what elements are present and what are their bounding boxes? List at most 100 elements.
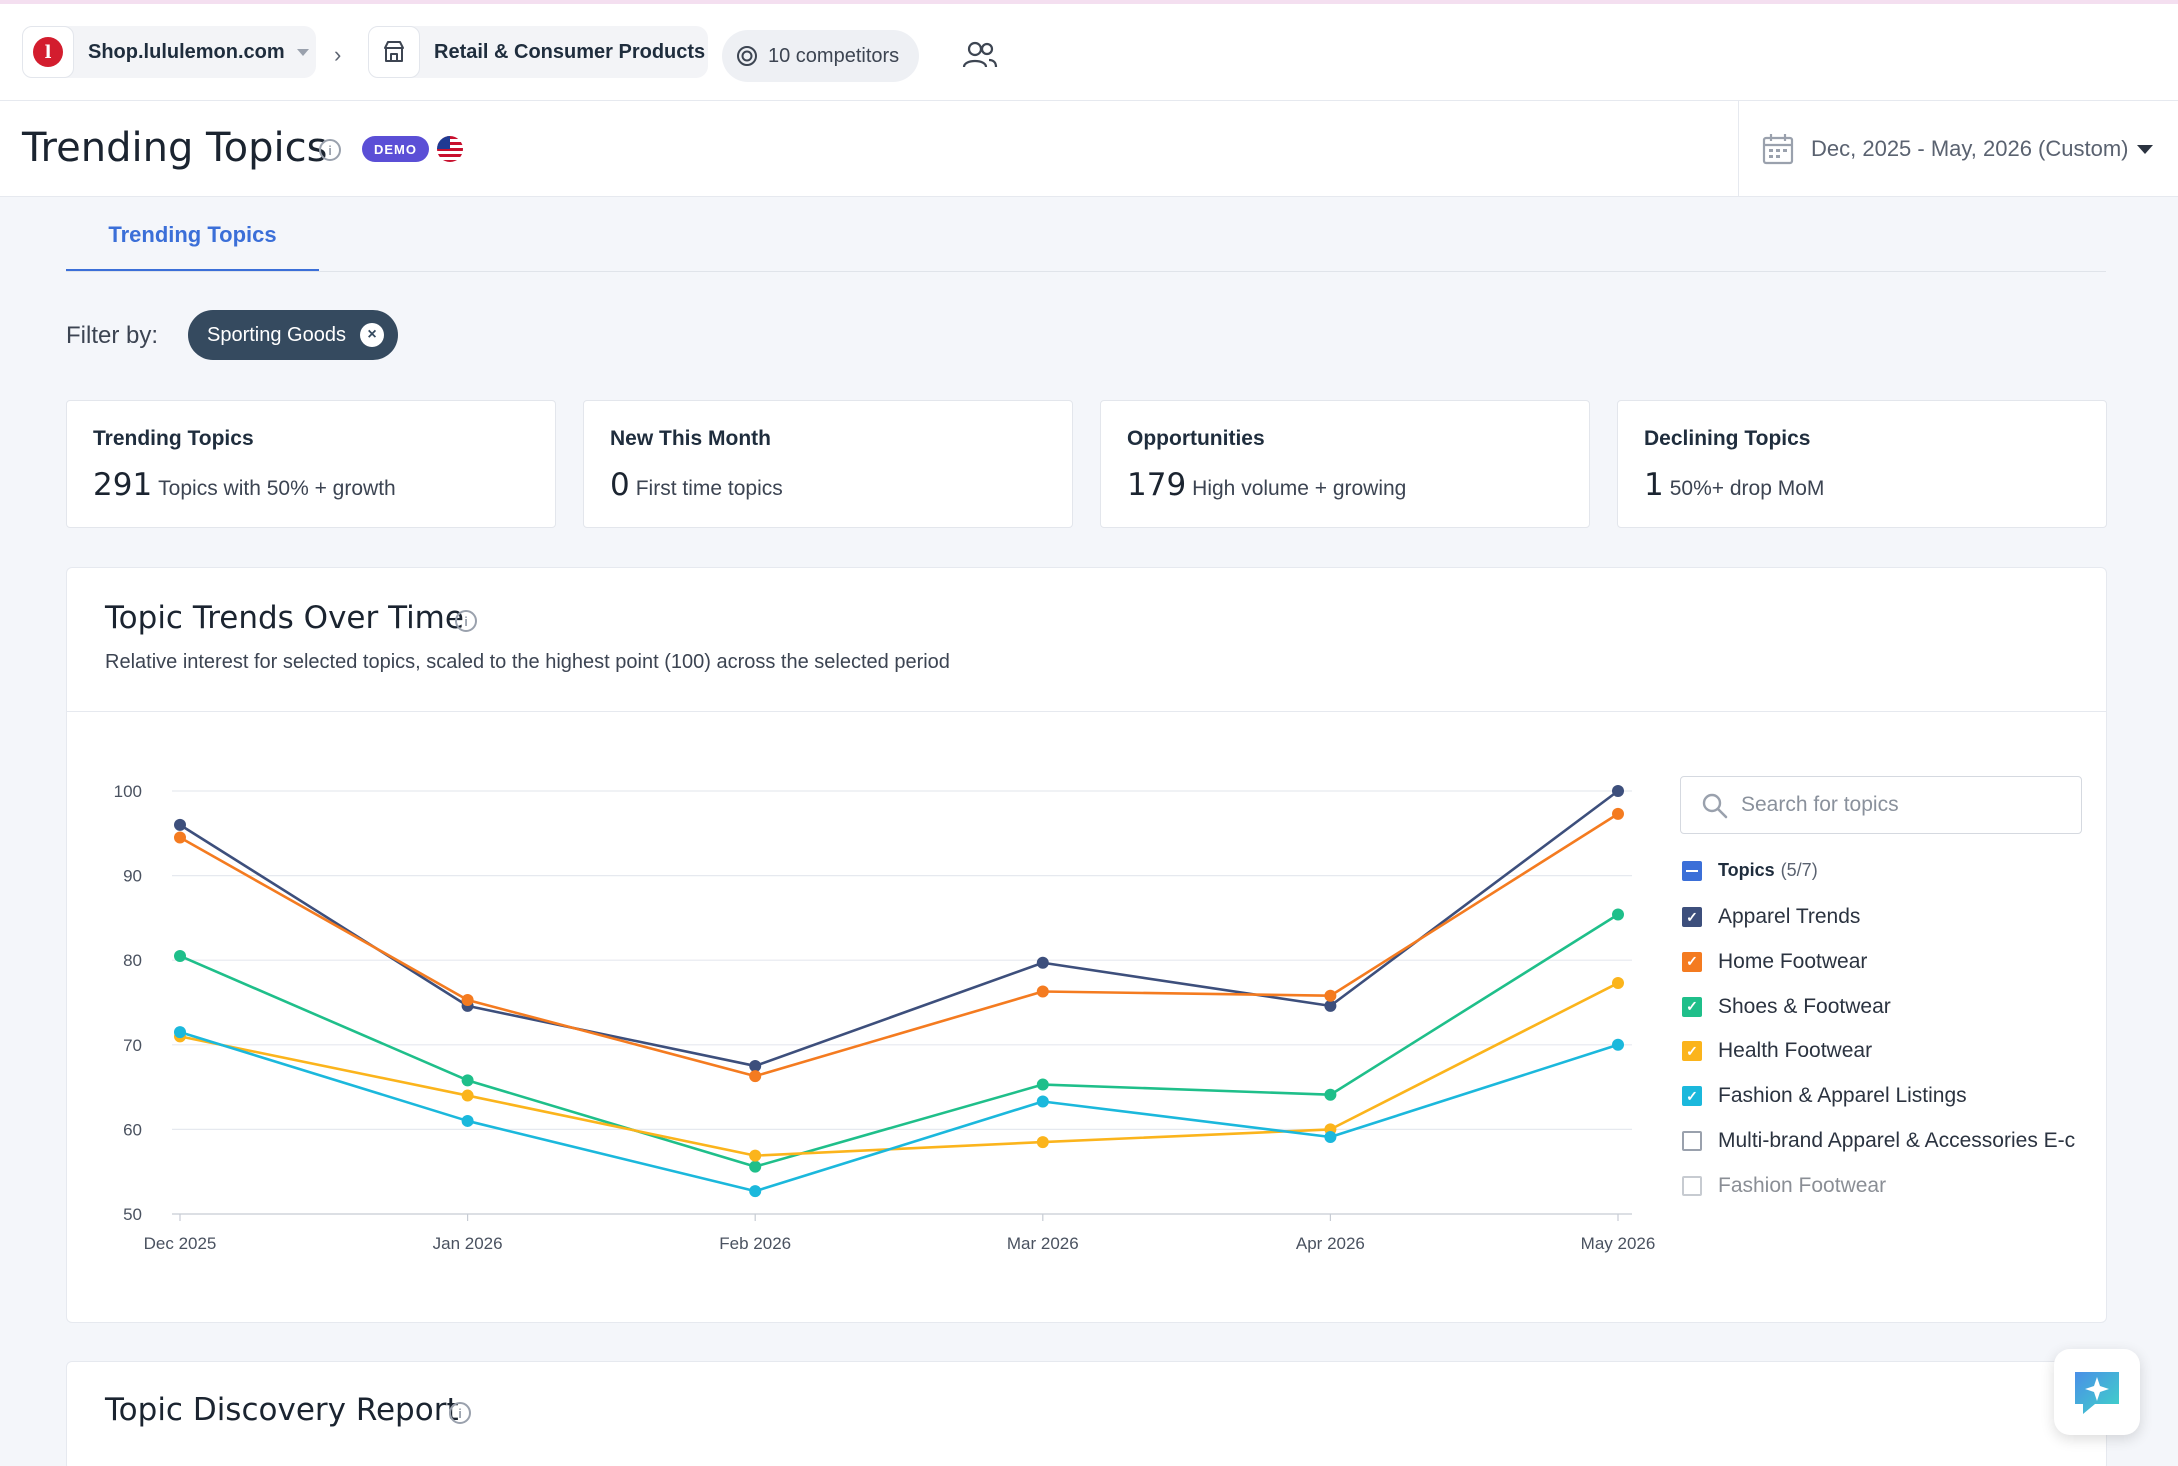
x-tick-label: Mar 2026 xyxy=(1007,1234,1079,1253)
ai-assistant-button[interactable] xyxy=(2054,1349,2140,1435)
tab-trending-topics[interactable]: Trending Topics xyxy=(66,222,319,272)
panel-title: Topic Discovery Report xyxy=(105,1392,459,1428)
topic-trends-panel: Topic Trends Over Time i Relative intere… xyxy=(66,567,2107,1323)
legend-title: Topics xyxy=(1718,860,1775,880)
store-icon xyxy=(384,41,404,62)
data-point xyxy=(749,1059,762,1072)
x-tick-label: Jan 2026 xyxy=(433,1234,503,1253)
series-line xyxy=(179,1030,1619,1193)
card-value-row: 0 First time topics xyxy=(610,467,783,503)
topic-discovery-panel: Topic Discovery Report i xyxy=(66,1361,2107,1466)
data-point xyxy=(461,1074,474,1087)
legend-item[interactable]: ✓ Health Footwear xyxy=(1682,1039,1872,1063)
panel-title: Topic Trends Over Time xyxy=(105,600,464,636)
card-value: 1 xyxy=(1644,467,1664,503)
filter-chip-label: Sporting Goods xyxy=(207,323,346,346)
data-point xyxy=(1324,1131,1337,1144)
x-tick-label: May 2026 xyxy=(1581,1234,1656,1253)
legend-label: Multi-brand Apparel & Accessories E-c xyxy=(1718,1129,2076,1152)
legend-count: (5/7) xyxy=(1780,860,1818,880)
checkbox-checked-icon[interactable]: ✓ xyxy=(1682,907,1702,927)
info-icon[interactable]: i xyxy=(455,610,477,632)
data-point xyxy=(174,949,186,962)
legend-label: Home Footwear xyxy=(1718,949,1868,973)
partial-checkbox-icon[interactable] xyxy=(1682,860,1702,881)
page-title: Trending Topics xyxy=(22,125,328,171)
top-bar: l Shop.lululemon.com › Retail & Consumer… xyxy=(0,4,2178,101)
topic-search-input[interactable]: Search for topics xyxy=(1680,776,2082,834)
card-value-row: 179 High volume + growing xyxy=(1127,467,1406,503)
legend-select-all[interactable]: Topics (5/7) xyxy=(1682,860,1818,881)
checkbox-checked-icon[interactable]: ✓ xyxy=(1682,1086,1702,1107)
legend-label: Fashion & Apparel Listings xyxy=(1718,1084,1967,1108)
legend-item[interactable]: ✓ Apparel Trends xyxy=(1682,905,1860,929)
y-tick-label: 90 xyxy=(123,867,142,886)
x-tick-label: Apr 2026 xyxy=(1296,1234,1365,1253)
card-value-row: 1 50%+ drop MoM xyxy=(1644,467,1824,503)
search-placeholder: Search for topics xyxy=(1741,793,1899,816)
filter-chip-sporting-goods[interactable]: Sporting Goods × xyxy=(188,310,398,360)
close-icon[interactable]: × xyxy=(359,323,384,347)
category-selector[interactable]: Retail & Consumer Products xyxy=(368,26,708,78)
info-icon[interactable]: i xyxy=(449,1402,471,1424)
series-line xyxy=(179,789,1619,1068)
stat-card-trending[interactable]: Trending Topics 291 Topics with 50% + gro… xyxy=(66,400,556,528)
y-tick-label: 80 xyxy=(123,951,142,970)
stat-card-declining[interactable]: Declining Topics 1 50%+ drop MoM xyxy=(1617,400,2107,528)
stat-card-opportunities[interactable]: Opportunities 179 High volume + growing xyxy=(1100,400,1590,528)
panel-divider xyxy=(67,711,2106,712)
info-icon[interactable]: i xyxy=(319,139,341,161)
lululemon-logo-icon: l xyxy=(33,37,63,67)
legend-item[interactable]: ✓ Home Footwear xyxy=(1682,950,1867,974)
checkbox-unchecked-icon[interactable] xyxy=(1682,1175,1702,1196)
users-icon[interactable] xyxy=(962,40,998,70)
legend-label: Shoes & Footwear xyxy=(1718,994,1891,1018)
date-range-selector[interactable]: Dec, 2025 - May, 2026 (Custom) xyxy=(1738,101,2178,197)
sparkle-chat-icon xyxy=(2075,1372,2119,1414)
legend-item[interactable]: ✓ Fashion & Apparel Listings xyxy=(1682,1084,1967,1108)
data-point xyxy=(749,1185,762,1198)
legend-item[interactable]: Multi-brand Apparel & Accessories E-c xyxy=(1682,1129,2075,1153)
card-title: Declining Topics xyxy=(1644,427,1811,450)
series-line xyxy=(179,981,1619,1157)
series-line xyxy=(179,913,1619,1168)
data-point xyxy=(1324,1088,1337,1101)
card-value: 0 xyxy=(610,467,630,503)
chevron-right-icon: › xyxy=(334,42,342,67)
data-point xyxy=(1612,908,1624,921)
checkbox-checked-icon[interactable]: ✓ xyxy=(1682,951,1702,972)
card-desc: First time topics xyxy=(635,477,783,500)
legend-item[interactable]: ✓ Shoes & Footwear xyxy=(1682,995,1891,1019)
site-selector[interactable]: l Shop.lululemon.com xyxy=(22,26,316,78)
data-point xyxy=(1036,1078,1049,1091)
us-flag-icon xyxy=(437,136,463,162)
target-icon xyxy=(737,46,757,66)
site-name: Shop.lululemon.com xyxy=(88,40,285,63)
checkbox-checked-icon[interactable]: ✓ xyxy=(1682,996,1702,1017)
checkbox-unchecked-icon[interactable] xyxy=(1682,1131,1702,1151)
caret-down-icon xyxy=(2136,144,2153,154)
card-value-row: 291 Topics with 50% + growth xyxy=(93,467,396,503)
data-point xyxy=(1612,807,1624,820)
data-point xyxy=(749,1070,762,1083)
data-point xyxy=(749,1160,762,1173)
x-tick-label: Dec 2025 xyxy=(144,1234,217,1253)
stat-card-new[interactable]: New This Month 0 First time topics xyxy=(583,400,1073,528)
site-logo: l xyxy=(22,26,74,78)
demo-badge: DEMO xyxy=(362,136,429,162)
data-point xyxy=(174,1026,186,1039)
category-name: Retail & Consumer Products xyxy=(434,40,706,63)
data-point xyxy=(461,993,474,1006)
data-point xyxy=(1036,1095,1049,1108)
legend-label: Health Footwear xyxy=(1718,1039,1873,1063)
data-point xyxy=(1324,999,1337,1012)
legend-label: Apparel Trends xyxy=(1718,905,1861,928)
checkbox-checked-icon[interactable]: ✓ xyxy=(1682,1041,1702,1062)
competitors-button[interactable]: 10 competitors xyxy=(722,30,920,82)
y-tick-label: 50 xyxy=(123,1205,142,1224)
competitors-label: 10 competitors xyxy=(768,44,900,67)
legend-item[interactable]: Fashion Footwear xyxy=(1682,1174,1886,1198)
panel-subtitle: Relative interest for selected topics, s… xyxy=(105,651,950,673)
card-desc: 50%+ drop MoM xyxy=(1669,477,1825,500)
